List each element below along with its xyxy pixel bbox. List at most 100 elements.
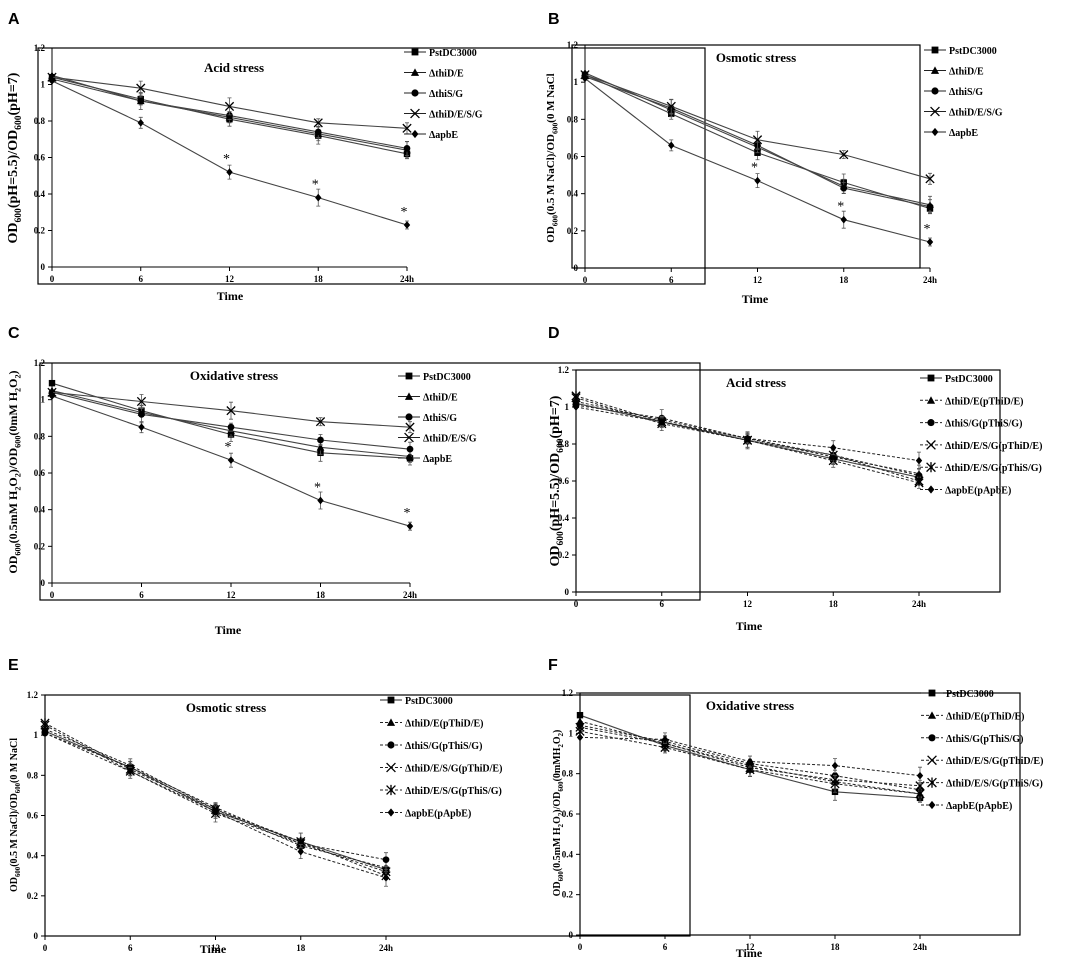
legend-entry: ΔthiS/G(pThiS/G): [921, 734, 1023, 745]
data-point: [746, 757, 754, 766]
x-axis-label: Time: [215, 623, 242, 637]
y-tick-label: 1.2: [562, 688, 574, 698]
y-tick-label: 0: [41, 262, 46, 272]
y-tick-label: 0.4: [567, 189, 579, 199]
data-point: [48, 379, 56, 387]
legend-marker: [927, 711, 937, 719]
x-axis-label: Time: [742, 292, 769, 306]
legend-label: PstDC3000: [945, 374, 993, 385]
legend-entry: PstDC3000: [398, 372, 471, 383]
y-axis-label-part: (0.5mM H: [552, 827, 563, 871]
data-point: [752, 135, 763, 145]
y-axis-label-part: )/OD: [552, 792, 563, 813]
legend-entry: ΔthiD/E(pThiD/E): [380, 718, 484, 730]
legend-label: ΔapbE: [429, 130, 458, 141]
y-axis-label-part: (0 M NaCl: [9, 738, 20, 783]
x-tick-label: 6: [139, 590, 144, 600]
data-point: [41, 729, 49, 737]
y-tick-label: 0.2: [27, 891, 39, 901]
data-point: [406, 445, 414, 453]
y-tick-label: 1: [34, 730, 39, 740]
panel-f: F00.20.40.60.811.20 6 12 18 24hTimeOD600(0.5…: [548, 657, 1043, 960]
y-tick-label: 0.8: [34, 431, 46, 441]
x-tick-label: 6: [669, 275, 674, 285]
x-tick-label: 0: [50, 274, 55, 284]
data-point: [382, 856, 390, 864]
y-tick-label: 0: [41, 578, 46, 588]
x-tick-label: 12: [743, 599, 753, 609]
data-point: [666, 101, 676, 111]
y-tick-label: 1.2: [558, 365, 570, 375]
legend-entry: ΔthiD/E/S/G: [404, 108, 483, 121]
legend-marker: [927, 374, 935, 382]
legend-marker: [927, 777, 937, 788]
data-point: [926, 203, 934, 211]
y-axis-label: OD600(0.5mM H2O2)/OD600(0mMH2O2): [552, 730, 565, 897]
x-tick-label: 24h: [913, 942, 927, 952]
data-point: [576, 711, 584, 719]
y-axis-label-part: (0.5 M NaCl)/OD: [9, 793, 20, 867]
x-tick-label: 6: [660, 599, 665, 609]
y-tick-label: 0.2: [558, 550, 570, 560]
data-point: [661, 735, 669, 744]
significance-star: *: [225, 440, 232, 455]
significance-star: *: [837, 200, 844, 215]
x-tick-label: 0: [583, 275, 588, 285]
data-point: [224, 101, 235, 112]
data-point: [668, 141, 675, 150]
y-axis-label-part: )/OD: [6, 448, 20, 474]
legend-marker: [405, 372, 413, 380]
chart-frame: [39, 362, 701, 601]
data-point: [915, 456, 923, 465]
legend-marker: [926, 462, 936, 473]
x-tick-label: 12: [227, 590, 237, 600]
legend-entry: ΔthiS/G: [404, 89, 463, 100]
data-point: [227, 423, 235, 431]
legend-label: ΔapbE(pApbE): [945, 486, 1011, 497]
y-axis-label-part: (pH=7): [548, 395, 563, 438]
data-point: [571, 391, 581, 401]
y-axis-label: OD600(0.5 M NaCl)/OD600(0 M NaCl: [9, 738, 22, 892]
legend-marker: [931, 127, 939, 137]
chart-frame: [575, 369, 1001, 593]
legend-label: PstDC3000: [423, 372, 471, 383]
significance-star: *: [312, 178, 319, 193]
y-axis-label-part: OD: [9, 877, 20, 892]
data-point: [660, 742, 670, 753]
legend-label: ΔapbE: [423, 454, 452, 465]
legend-marker: [411, 48, 419, 56]
series-4: [581, 74, 934, 247]
legend-label: ΔthiD/E/S/G(pThiD/E): [405, 764, 502, 775]
legend-entry: ΔthiD/E/S/G: [924, 106, 1003, 119]
legend-marker: [410, 108, 420, 119]
y-axis-label-part: (pH=5.5)/OD: [6, 130, 21, 208]
data-point: [316, 443, 325, 451]
legend-marker: [931, 46, 939, 54]
x-tick-label: 18: [316, 590, 326, 600]
legend-marker: [410, 68, 420, 76]
legend-entry: ΔthiD/E: [404, 68, 464, 80]
legend-label: ΔapbE(pApbE): [946, 801, 1012, 812]
y-axis-label-part: ): [552, 730, 563, 733]
legend-marker: [386, 718, 396, 726]
legend-label: ΔthiS/G(pThiS/G): [405, 741, 482, 752]
panel-c: C00.20.40.60.811.20 6 12 18 24hTimeOD600(0.5…: [6, 325, 701, 637]
y-axis-label-part: 2: [558, 744, 565, 748]
legend-label: PstDC3000: [946, 689, 994, 700]
y-axis-label-part: 600: [14, 208, 24, 223]
data-point: [137, 97, 145, 105]
y-axis-label-part: O: [552, 816, 563, 824]
data-point: [136, 83, 146, 93]
y-tick-label: 0.6: [558, 476, 570, 486]
legend-marker: [928, 689, 936, 697]
y-tick-label: 0.4: [27, 851, 39, 861]
significance-star: *: [751, 161, 758, 176]
y-axis-label-part: 600: [15, 866, 22, 877]
data-point: [226, 168, 233, 176]
y-tick-label: 0.4: [34, 189, 46, 199]
legend-entry: PstDC3000: [921, 689, 994, 700]
chart-title: Acid stress: [726, 375, 786, 390]
x-tick-label: 6: [139, 274, 144, 284]
x-tick-label: 24h: [923, 275, 937, 285]
